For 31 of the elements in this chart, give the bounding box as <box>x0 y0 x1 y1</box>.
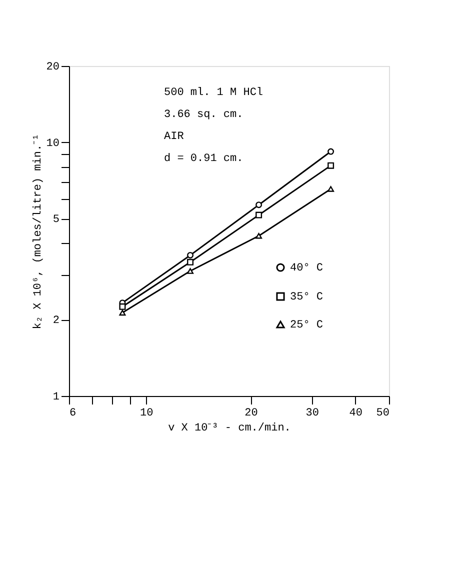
x-tick-label: 50 <box>376 408 390 420</box>
point <box>119 310 126 316</box>
y-tick-label: 5 <box>52 214 60 226</box>
x-axis-title: v X 10⁻³ - cm./min. <box>168 422 291 434</box>
annotation: 500 ml. 1 M HCl <box>164 87 264 99</box>
x-tick-label: 30 <box>306 408 320 420</box>
x-tick-label: 6 <box>70 408 76 420</box>
x-tick-label: 20 <box>244 408 258 420</box>
point <box>256 212 262 218</box>
point <box>187 258 194 266</box>
y-tick-label: 10 <box>46 138 60 150</box>
x-tick-label: 40 <box>349 408 362 420</box>
annotation: AIR <box>164 131 184 143</box>
point <box>256 202 262 208</box>
annotation: 3.66 sq. cm. <box>164 109 244 121</box>
point <box>328 162 334 169</box>
annotation: d = 0.91 cm. <box>164 153 244 165</box>
legend-label: 40° C <box>290 262 324 274</box>
point <box>328 186 334 192</box>
y-tick-label: 20 <box>46 62 60 74</box>
y-axis-title: k₂ X 10⁶, (moles/litre) min.⁻¹ <box>32 134 44 330</box>
x-tick-label: 10 <box>140 408 154 420</box>
point <box>187 268 194 274</box>
y-tick-label: 1 <box>52 392 60 404</box>
legend-label: 25° C <box>290 320 324 332</box>
point <box>328 148 334 155</box>
point <box>256 232 262 239</box>
point <box>187 252 194 258</box>
legend-label: 35° C <box>290 292 324 304</box>
y-tick-label: 2 <box>52 315 60 328</box>
point <box>119 303 126 310</box>
